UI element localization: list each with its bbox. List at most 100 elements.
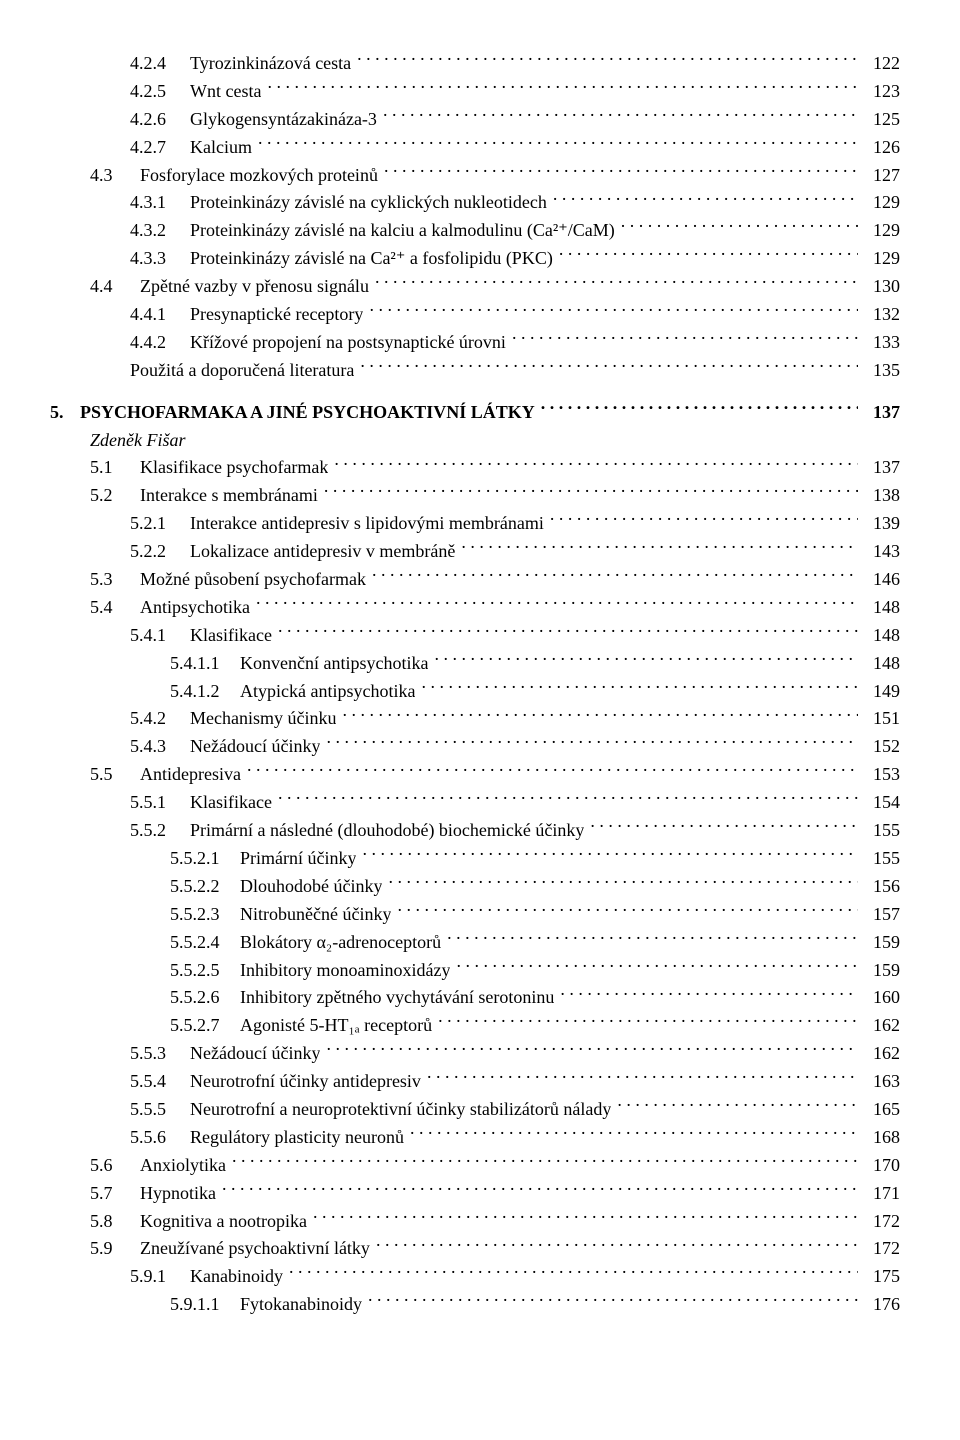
toc-entry-number: 5.5.2.1 bbox=[170, 845, 240, 873]
toc-dot-leader bbox=[375, 274, 858, 292]
toc-entry-number: 5.4.1.2 bbox=[170, 678, 240, 706]
toc-dot-leader bbox=[553, 190, 858, 208]
toc-entry-page: 176 bbox=[864, 1291, 900, 1319]
toc-entry-number: 5.3 bbox=[90, 566, 140, 594]
toc-entry-number: 4.2.7 bbox=[130, 134, 190, 162]
toc-dot-leader bbox=[372, 567, 858, 585]
toc-dot-leader bbox=[461, 539, 858, 557]
toc-entry-label: Agonisté 5-HT₁ₐ receptorů bbox=[240, 1012, 432, 1040]
toc-entry-page: 162 bbox=[864, 1040, 900, 1068]
toc-entry-number: 5.5 bbox=[90, 761, 140, 789]
toc-dot-leader bbox=[438, 1013, 858, 1031]
toc-dot-leader bbox=[376, 1236, 858, 1254]
toc-entry-label: Inhibitory zpětného vychytávání serotoni… bbox=[240, 984, 554, 1012]
toc-entry-label: Nežádoucí účinky bbox=[190, 1040, 320, 1068]
toc-entry-label: Nežádoucí účinky bbox=[190, 733, 320, 761]
toc-entry: 5.4.1.1Konvenční antipsychotika148 bbox=[170, 650, 900, 678]
toc-entry-page: 154 bbox=[864, 789, 900, 817]
toc-entry-page: 130 bbox=[864, 273, 900, 301]
toc-entry-label: Klasifikace bbox=[190, 622, 272, 650]
toc-entry: 5.2Interakce s membránami138 bbox=[90, 482, 900, 510]
toc-entry: 5.1Klasifikace psychofarmak137 bbox=[90, 454, 900, 482]
toc-entry-label: Inhibitory monoaminoxidázy bbox=[240, 957, 450, 985]
toc-entry-number: 4.4.2 bbox=[130, 329, 190, 357]
toc-entry-page: 143 bbox=[864, 538, 900, 566]
toc-entry-label: Neurotrofní účinky antidepresiv bbox=[190, 1068, 421, 1096]
toc-entry-page: 172 bbox=[864, 1235, 900, 1263]
toc-entry: Použitá a doporučená literatura135 bbox=[130, 357, 900, 385]
toc-entry-page: 125 bbox=[864, 106, 900, 134]
toc-entry-page: 122 bbox=[864, 50, 900, 78]
toc-entry-number: 5.5.4 bbox=[130, 1068, 190, 1096]
toc-entry-number: 5.4.3 bbox=[130, 733, 190, 761]
toc-entry-page: 151 bbox=[864, 705, 900, 733]
toc-entry-label: Klasifikace bbox=[190, 789, 272, 817]
toc-entry-number: 5.1 bbox=[90, 454, 140, 482]
toc-entry-number: 5.5.5 bbox=[130, 1096, 190, 1124]
toc-dot-leader bbox=[324, 483, 858, 501]
toc-dot-leader bbox=[278, 790, 858, 808]
toc-entry-number: 5.5.6 bbox=[130, 1124, 190, 1152]
toc-entry: 5.5.6Regulátory plasticity neuronů168 bbox=[130, 1124, 900, 1152]
toc-entry-label: Použitá a doporučená literatura bbox=[130, 357, 354, 385]
toc-entry: 5.5Antidepresiva153 bbox=[90, 761, 900, 789]
toc-entry-label: Anxiolytika bbox=[140, 1152, 226, 1180]
toc-entry-page: 159 bbox=[864, 929, 900, 957]
toc-dot-leader bbox=[342, 706, 858, 724]
toc-entry-number: 4.3.3 bbox=[130, 245, 190, 273]
toc-entry: 5.5.2.3Nitrobuněčné účinky157 bbox=[170, 901, 900, 929]
toc-entry: 4.2.6Glykogensyntázakináza-3125 bbox=[130, 106, 900, 134]
toc-dot-leader bbox=[326, 734, 858, 752]
toc-entry-number: 5.5.1 bbox=[130, 789, 190, 817]
toc-entry-page: 159 bbox=[864, 957, 900, 985]
toc-entry-label: Tyrozinkinázová cesta bbox=[190, 50, 351, 78]
toc-entry-label: Regulátory plasticity neuronů bbox=[190, 1124, 404, 1152]
toc-entry-page: 127 bbox=[864, 162, 900, 190]
toc-entry: 4.2.5Wnt cesta123 bbox=[130, 78, 900, 106]
toc-entry-number: 4.4.1 bbox=[130, 301, 190, 329]
toc-dot-leader bbox=[360, 358, 858, 376]
toc-entry-number: 5.2.2 bbox=[130, 538, 190, 566]
toc-entry-page: 172 bbox=[864, 1208, 900, 1236]
toc-entry-label: Možné působení psychofarmak bbox=[140, 566, 366, 594]
toc-entry-label: Primární účinky bbox=[240, 845, 356, 873]
toc-entry-label: Neurotrofní a neuroprotektivní účinky st… bbox=[190, 1096, 611, 1124]
toc-entry: 4.4Zpětné vazby v přenosu signálu130 bbox=[90, 273, 900, 301]
toc-entry: 4.4.1Presynaptické receptory132 bbox=[130, 301, 900, 329]
toc-dot-leader bbox=[560, 985, 858, 1003]
toc-entry-number: 5.5.2.5 bbox=[170, 957, 240, 985]
toc-entry-number: 5.9 bbox=[90, 1235, 140, 1263]
toc-dot-leader bbox=[621, 218, 858, 236]
toc-entry-page: 153 bbox=[864, 761, 900, 789]
toc-chapter-page: 137 bbox=[864, 399, 900, 427]
toc-entry-page: 129 bbox=[864, 217, 900, 245]
toc-entry-number: 5.8 bbox=[90, 1208, 140, 1236]
toc-entry: 4.3.2Proteinkinázy závislé na kalciu a k… bbox=[130, 217, 900, 245]
toc-entry-label: Konvenční antipsychotika bbox=[240, 650, 428, 678]
toc-entry: 5.2.2Lokalizace antidepresiv v membráně1… bbox=[130, 538, 900, 566]
toc-entry-page: 149 bbox=[864, 678, 900, 706]
toc-entry-label: Atypická antipsychotika bbox=[240, 678, 415, 706]
toc-dot-leader bbox=[247, 762, 858, 780]
toc-entry-label: Zpětné vazby v přenosu signálu bbox=[140, 273, 369, 301]
toc-entry: 5.4.1.2Atypická antipsychotika 149 bbox=[170, 678, 900, 706]
toc-entry: 4.2.7Kalcium126 bbox=[130, 134, 900, 162]
toc-dot-leader bbox=[456, 958, 858, 976]
toc-entry-label: Wnt cesta bbox=[190, 78, 261, 106]
toc-dot-leader bbox=[421, 679, 858, 697]
toc-entry-number: 4.3 bbox=[90, 162, 140, 190]
toc-entry-label: Antipsychotika bbox=[140, 594, 250, 622]
toc-entry-number: 5.2 bbox=[90, 482, 140, 510]
toc-entry-page: 165 bbox=[864, 1096, 900, 1124]
toc-entry-page: 129 bbox=[864, 189, 900, 217]
toc-dot-leader bbox=[397, 902, 858, 920]
toc-dot-leader bbox=[512, 330, 858, 348]
toc-entry-number: 4.2.4 bbox=[130, 50, 190, 78]
toc-entry: 5.9.1.1Fytokanabinoidy176 bbox=[170, 1291, 900, 1319]
toc-dot-leader bbox=[334, 455, 858, 473]
toc-entry-label: Nitrobuněčné účinky bbox=[240, 901, 391, 929]
toc-entry-label: Blokátory α₂-adrenoceptorů bbox=[240, 929, 441, 957]
toc-entry: 4.4.2Křížové propojení na postsynaptické… bbox=[130, 329, 900, 357]
toc-entry-number: 5.5.2.7 bbox=[170, 1012, 240, 1040]
toc-entry-page: 138 bbox=[864, 482, 900, 510]
